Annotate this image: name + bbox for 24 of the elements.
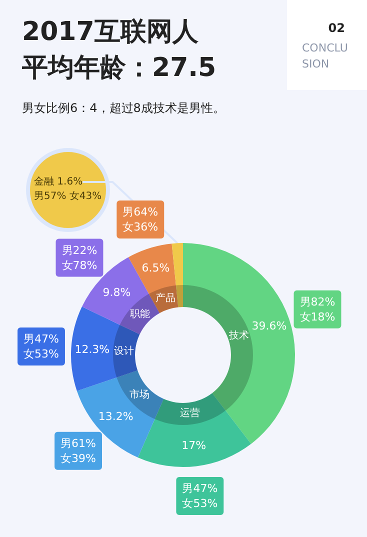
slice-label: 设计 bbox=[114, 344, 134, 357]
data-label: 13.2% bbox=[98, 410, 134, 423]
data-label: 39.6% bbox=[252, 319, 287, 332]
text: 男82% 女18% bbox=[300, 295, 336, 324]
data-label: 17% bbox=[182, 438, 206, 452]
data-label: 6.5% bbox=[142, 262, 170, 275]
text: 男61% 女39% bbox=[60, 436, 96, 465]
text: 男47% 女53% bbox=[182, 482, 218, 510]
data-label: 12.3% bbox=[74, 343, 110, 356]
text: CONCLUSION bbox=[302, 42, 348, 70]
slice-label: 产品 bbox=[155, 292, 176, 304]
text: 男22% 女78% bbox=[62, 244, 98, 272]
text: 男64% 女36% bbox=[122, 206, 158, 234]
text: 男47% 女53% bbox=[24, 332, 59, 361]
slice-label: 金融 1.6% bbox=[34, 176, 83, 188]
text: 02 bbox=[328, 21, 346, 35]
slice-label: 运营 bbox=[180, 407, 200, 420]
slice-label: 职能 bbox=[130, 308, 150, 320]
slice-label: 技术 bbox=[228, 330, 249, 342]
data-label: 9.8% bbox=[102, 286, 131, 300]
text: 男57% 女43% bbox=[34, 191, 102, 202]
chart-title: 2017互联网人平均年龄：27.5 bbox=[22, 16, 218, 85]
slice-label: 市场 bbox=[129, 388, 150, 400]
chart-subtitle: 男女比例6：4，超过8成技术是男性。 bbox=[22, 100, 225, 117]
